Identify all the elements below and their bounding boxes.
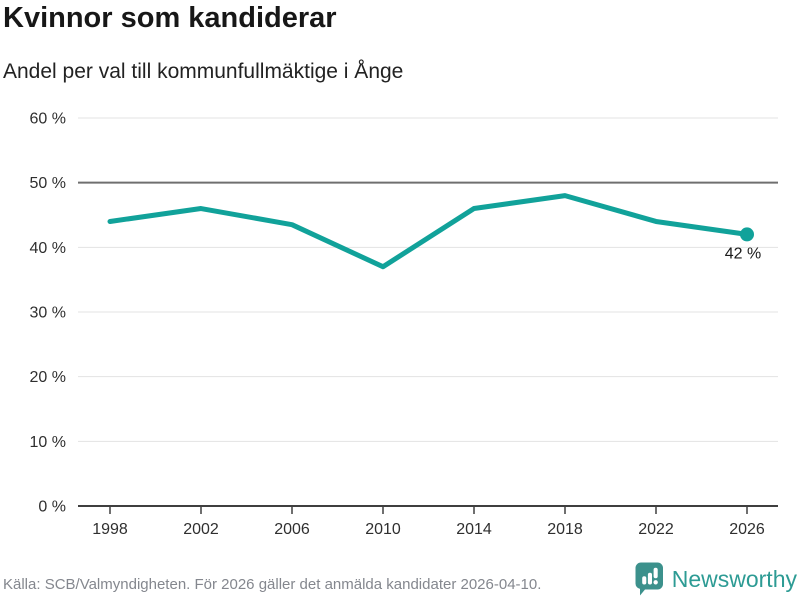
line-chart: 0 % 10 % 20 % 30 % 40 % 50 % 60 % 1998 2002 2006 2… bbox=[30, 111, 778, 538]
x-tick-label: 2022 bbox=[638, 521, 674, 538]
newsworthy-logo[interactable]: Newsworthy bbox=[635, 562, 797, 596]
newsworthy-bar-chart-icon bbox=[635, 562, 663, 596]
x-tick-label: 1998 bbox=[92, 521, 128, 538]
x-tick-label: 2006 bbox=[274, 521, 310, 538]
y-tick-label: 60 % bbox=[30, 111, 66, 128]
end-point-label: 42 % bbox=[725, 245, 761, 262]
y-tick-label: 20 % bbox=[30, 369, 66, 386]
newsworthy-wordmark: Newsworthy bbox=[671, 565, 797, 592]
end-point-marker bbox=[740, 227, 754, 242]
chart-title: Kvinnor som kandiderar bbox=[3, 2, 337, 34]
y-tick-label: 50 % bbox=[30, 175, 66, 192]
y-tick-label: 40 % bbox=[30, 240, 66, 257]
y-tick-label: 30 % bbox=[30, 305, 66, 322]
x-tick-label: 2026 bbox=[729, 521, 765, 538]
source-note: Källa: SCB/Valmyndigheten. För 2026 gäll… bbox=[3, 576, 542, 593]
y-tick-label: 10 % bbox=[30, 434, 66, 451]
x-tick-label: 2002 bbox=[183, 521, 219, 538]
x-tick-label: 2014 bbox=[456, 521, 492, 538]
x-tick-label: 2018 bbox=[547, 521, 583, 538]
data-line bbox=[107, 193, 750, 270]
y-tick-label: 0 % bbox=[38, 499, 66, 516]
x-tick-label: 2010 bbox=[365, 521, 401, 538]
chart-subtitle: Andel per val till kommunfullmäktige i Å… bbox=[3, 60, 404, 83]
